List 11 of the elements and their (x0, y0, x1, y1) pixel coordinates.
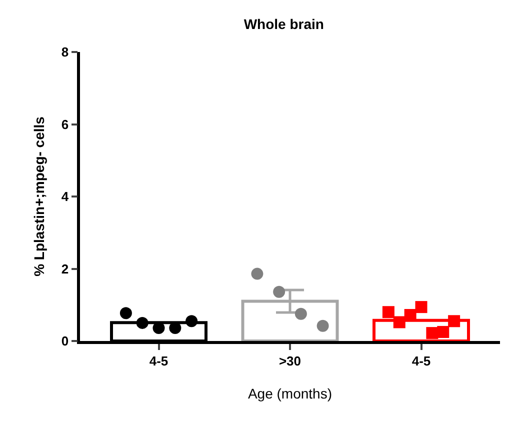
y-tick-label: 2 (61, 261, 69, 276)
x-tick-label: >30 (278, 353, 302, 368)
y-axis-title: % Lplastin+;mpeg- cells (31, 116, 48, 276)
x-tick-label: 4-5 (149, 353, 168, 368)
chart-title: Whole brain (244, 16, 324, 32)
x-axis-title: Age (months) (248, 386, 332, 402)
y-tick-label: 4 (61, 189, 70, 204)
y-tick-label: 0 (61, 334, 69, 349)
x-tick-label: 4-5 (412, 353, 431, 368)
y-tick-label: 6 (61, 116, 69, 132)
y-tick-label: 8 (61, 44, 69, 60)
